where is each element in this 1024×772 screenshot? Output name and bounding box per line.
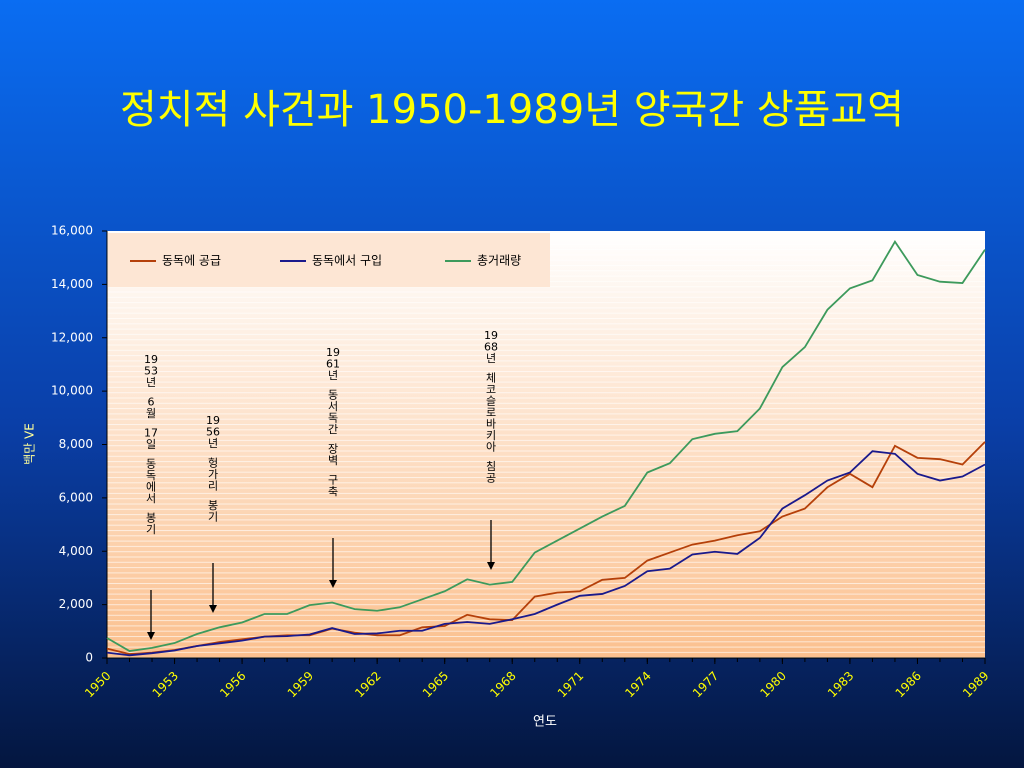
series-line: [106, 239, 986, 652]
annotation: 19 53 년 6 월 17 일 동 독 에 서 봉 기: [144, 353, 158, 536]
y-tick-label: 8,000: [59, 437, 93, 451]
y-axis-label: 백만 VE: [23, 423, 37, 465]
annotation-arrowhead: [209, 605, 217, 613]
y-tick-label: 0: [85, 651, 93, 665]
y-tick-label: 12,000: [51, 330, 93, 344]
chart-title: 정치적 사건과 1950-1989년 양국간 상품교역: [120, 87, 904, 133]
legend-label: 총거래량: [477, 254, 521, 268]
legend-box: [108, 233, 550, 287]
y-tick-label: 10,000: [51, 384, 93, 398]
annotation-arrowhead: [329, 580, 337, 588]
y-tick-label: 4,000: [59, 544, 93, 558]
annotation-arrowhead: [487, 562, 495, 570]
legend-label: 동독에서 구입: [312, 254, 382, 268]
y-tick-label: 6,000: [59, 490, 93, 504]
annotation: 19 68 년 체 코 슬 로 바 키 아 침 공: [484, 329, 498, 485]
y-tick-label: 16,000: [51, 224, 93, 238]
annotation: 19 56 년 헝 가 리 봉 기: [206, 414, 220, 524]
annotation: 19 61 년 동 서 독 간 장 벽 구 축: [326, 346, 340, 498]
annotation-arrowhead: [147, 632, 155, 640]
legend-label: 동독에 공급: [162, 254, 221, 268]
y-tick-label: 2,000: [59, 597, 93, 611]
plot-stripes: [107, 231, 985, 658]
series-line: [106, 450, 986, 657]
x-axis-label: 연도: [533, 715, 557, 730]
y-tick-label: 14,000: [51, 277, 93, 291]
